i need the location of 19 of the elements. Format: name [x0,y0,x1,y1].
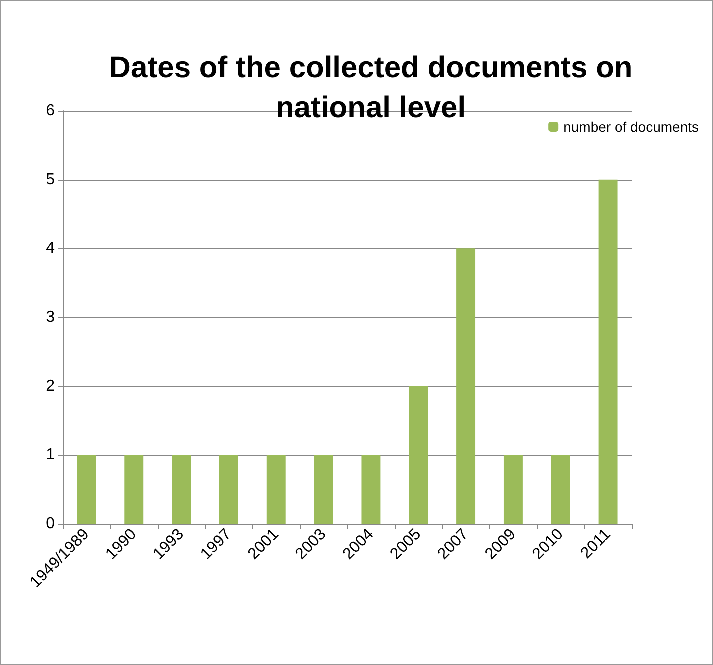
bar [266,455,286,524]
bar [456,248,476,524]
bar [551,455,570,524]
y-tick-label: 4 [46,240,56,258]
y-tick-label: 6 [46,102,56,120]
bar [504,455,523,524]
bar [77,455,96,524]
bar [598,180,618,524]
y-tick-label: 3 [46,309,56,326]
y-tick-label: 5 [46,171,56,188]
bar [362,455,381,524]
bar [409,386,428,524]
y-tick-label: 1 [46,446,56,464]
bar [314,455,334,524]
bar [219,455,238,524]
bar [124,455,144,524]
bar [172,455,192,524]
y-tick-label: 0 [46,516,56,532]
y-tick-label: 2 [46,378,56,395]
